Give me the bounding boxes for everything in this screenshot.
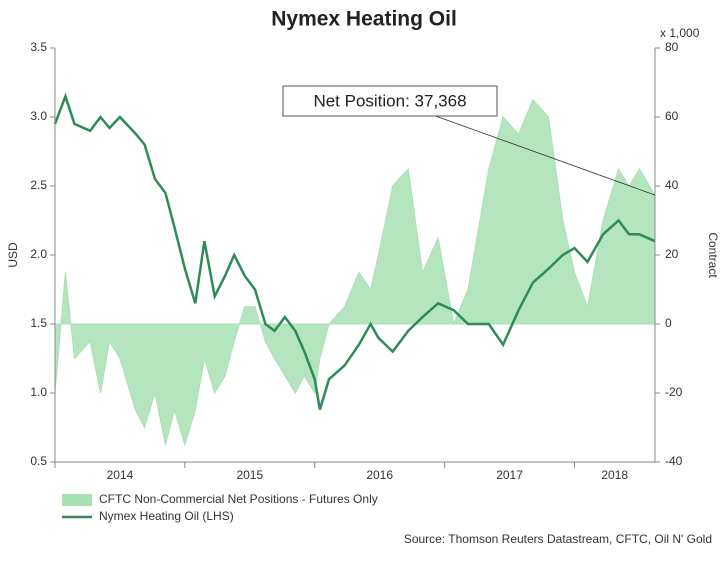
x-tick-label: 2016 xyxy=(366,468,393,482)
y2-tick-label: 0 xyxy=(665,316,672,330)
annotation-box xyxy=(282,85,498,117)
line xyxy=(53,92,656,410)
y2-tick-label: 40 xyxy=(665,178,679,192)
legend-label: Nymex Heating Oil (LHS) xyxy=(99,509,234,523)
y2-tick-label: 80 xyxy=(665,40,679,54)
y2-tick-label: 60 xyxy=(665,109,679,123)
y-tick-label: 2.0 xyxy=(30,247,47,261)
y2-tick-label: -20 xyxy=(665,385,683,399)
y2-axis-label: Contract xyxy=(706,232,720,278)
legend-label: CFTC Non-Commercial Net Positions - Futu… xyxy=(99,492,378,506)
legend-swatch xyxy=(62,494,92,506)
y2-unit: x 1,000 xyxy=(660,26,700,40)
x-tick-label: 2017 xyxy=(496,468,523,482)
y-axis-label: USD xyxy=(6,242,20,268)
y-tick-label: 0.5 xyxy=(30,454,47,468)
area xyxy=(54,98,656,447)
y-tick-label: 3.0 xyxy=(30,109,47,123)
y-tick-label: 3.5 xyxy=(30,40,47,54)
chart-title: Nymex Heating Oil xyxy=(271,8,457,31)
source: Source: Thomson Reuters Datastream, CFTC… xyxy=(404,532,712,546)
annotation-leader xyxy=(429,113,656,196)
y2-tick-label: 20 xyxy=(665,247,679,261)
y-tick-label: 1.0 xyxy=(30,385,47,399)
x-tick-label: 2015 xyxy=(236,468,263,482)
annotation: Net Position: 37,368 xyxy=(313,91,466,110)
y2-tick-label: -40 xyxy=(665,454,683,468)
x-tick-label: 2014 xyxy=(107,468,134,482)
x-tick-label: 2018 xyxy=(601,468,628,482)
y-tick-label: 2.5 xyxy=(30,178,47,192)
y-tick-label: 1.5 xyxy=(30,316,47,330)
